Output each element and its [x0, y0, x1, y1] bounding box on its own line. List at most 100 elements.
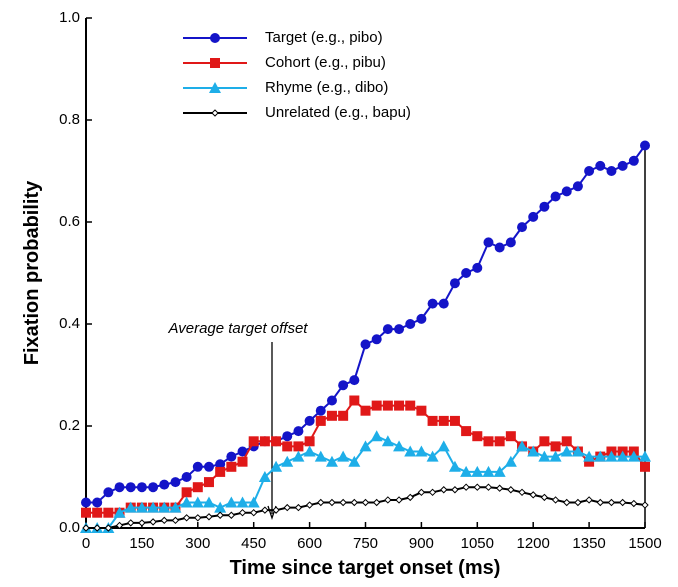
legend-label: Cohort (e.g., pibu)	[265, 54, 386, 71]
data-point	[192, 482, 203, 493]
data-point	[261, 506, 269, 514]
data-point	[304, 415, 315, 426]
data-point	[191, 496, 204, 508]
data-point	[293, 426, 304, 437]
data-point	[448, 460, 461, 472]
data-point	[462, 483, 470, 491]
data-point	[483, 436, 494, 447]
data-point	[169, 501, 182, 513]
data-point	[147, 501, 160, 513]
data-point	[315, 415, 326, 426]
data-point	[92, 507, 103, 518]
data-point	[550, 191, 561, 202]
data-point	[93, 524, 101, 532]
data-point	[640, 140, 650, 151]
data-point	[203, 461, 214, 472]
data-point	[338, 380, 349, 391]
data-point	[406, 493, 414, 502]
data-point	[605, 450, 618, 462]
data-point	[371, 400, 382, 411]
data-point	[192, 461, 203, 472]
data-point	[539, 201, 550, 212]
data-point	[438, 298, 449, 309]
data-point	[627, 450, 640, 462]
x-axis-title: Time since target onset (ms)	[230, 557, 501, 579]
data-point	[214, 501, 227, 513]
data-point	[314, 450, 327, 462]
x-tick-label: 300	[185, 535, 210, 552]
data-point	[440, 486, 448, 494]
data-point	[594, 450, 607, 462]
data-point	[359, 440, 372, 452]
data-point	[472, 262, 483, 273]
data-point	[516, 440, 529, 452]
data-point	[238, 508, 247, 517]
legend-label: Rhyme (e.g., dibo)	[265, 79, 388, 96]
legend-marker	[211, 109, 219, 117]
data-point	[584, 456, 595, 467]
x-tick-label: 600	[297, 535, 322, 552]
x-tick-label: 450	[241, 535, 266, 552]
data-point	[215, 459, 226, 470]
data-point	[135, 501, 148, 513]
data-point	[393, 440, 406, 452]
data-point	[628, 155, 639, 166]
data-point	[370, 430, 383, 442]
x-tick-label: 1500	[628, 535, 661, 552]
x-tick-label: 1350	[572, 535, 605, 552]
data-point	[404, 445, 417, 457]
data-point	[82, 524, 90, 532]
data-point	[405, 319, 416, 329]
data-point	[607, 498, 616, 507]
data-point	[394, 324, 405, 335]
data-point	[226, 461, 237, 472]
data-point	[248, 436, 259, 447]
data-point	[328, 498, 336, 507]
data-point	[339, 498, 347, 507]
data-point	[416, 405, 427, 416]
data-point	[494, 242, 505, 253]
data-point	[349, 395, 360, 406]
data-point	[81, 507, 91, 518]
data-point	[292, 450, 305, 462]
data-point	[630, 499, 638, 508]
data-point	[236, 496, 249, 508]
data-point	[426, 450, 439, 462]
data-point	[427, 415, 438, 426]
data-point	[194, 514, 202, 522]
data-point	[272, 506, 280, 514]
data-point	[528, 211, 539, 222]
data-point	[371, 334, 382, 345]
x-tick-label: 750	[353, 535, 378, 552]
x-tick-label: 1050	[461, 535, 494, 552]
data-point	[104, 524, 113, 532]
data-point	[540, 493, 549, 502]
x-tick-label: 150	[129, 535, 154, 552]
data-point	[583, 450, 596, 462]
data-point	[584, 166, 595, 176]
annotation: Average target offset	[168, 320, 309, 337]
y-tick-label: 0.8	[59, 111, 80, 128]
data-point	[303, 445, 316, 457]
data-point	[271, 436, 282, 447]
data-point	[561, 436, 572, 447]
data-point	[159, 479, 170, 490]
data-point	[258, 471, 271, 482]
data-point	[103, 507, 114, 518]
data-point	[304, 436, 315, 447]
series-line	[86, 399, 646, 514]
data-point	[571, 445, 584, 457]
data-point	[451, 486, 459, 494]
legend-label: Unrelated (e.g., bapu)	[265, 104, 411, 121]
data-point	[247, 496, 260, 508]
data-point	[225, 496, 238, 508]
data-point	[460, 465, 473, 477]
data-point	[473, 483, 482, 491]
data-point	[283, 503, 291, 512]
data-point	[640, 461, 650, 472]
data-point	[539, 436, 550, 447]
data-point	[325, 455, 338, 467]
data-point	[281, 455, 294, 467]
data-point	[437, 440, 450, 452]
data-point	[471, 465, 484, 477]
